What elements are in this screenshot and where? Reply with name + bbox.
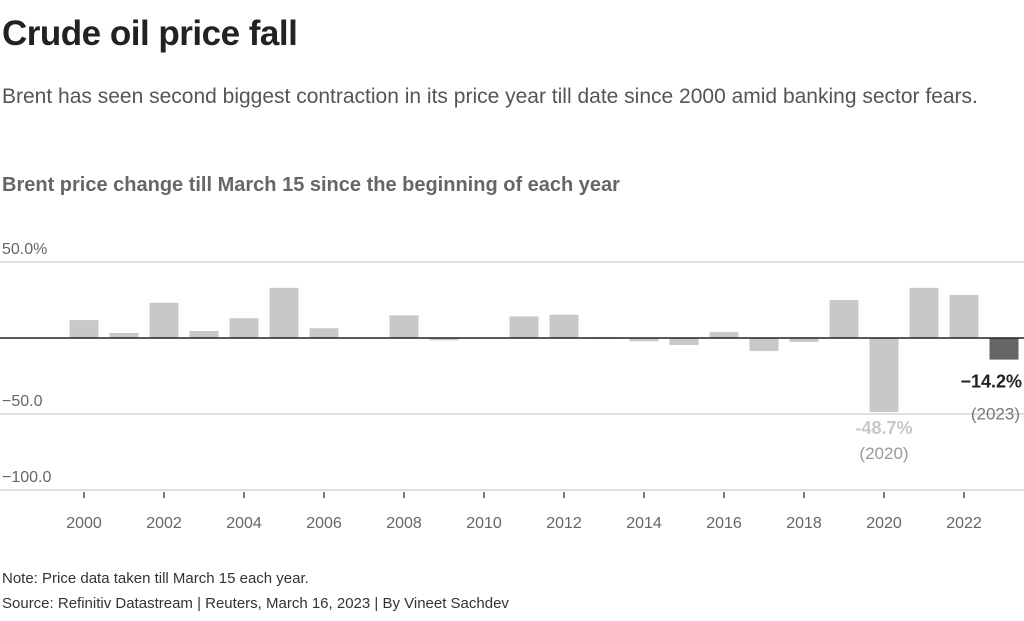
x-tick-label: 2002 <box>146 515 182 532</box>
chart-title: Brent price change till March 15 since t… <box>2 174 620 196</box>
bar-2021 <box>909 287 939 338</box>
annotation-year-2020: (2020) <box>859 444 908 463</box>
x-tick-label: 2018 <box>786 515 822 532</box>
y-tick-label: −50.0 <box>2 393 43 410</box>
footer-note: Note: Price data taken till March 15 eac… <box>2 570 309 587</box>
annotations: −14.2% (2023) -48.7% (2020) <box>855 372 1022 463</box>
bar-2008 <box>389 315 419 338</box>
x-tick-label: 2014 <box>626 515 662 532</box>
bar-2022 <box>949 294 979 338</box>
bar-2017 <box>749 338 779 352</box>
bars <box>0 287 1024 413</box>
bar-2009 <box>429 338 459 341</box>
x-tick-label: 2012 <box>546 515 582 532</box>
bar-chart: 50.0% −50.0 −100.0 2000 2002 2004 2006 2008 201… <box>0 241 1024 532</box>
annotation-value-2023: −14.2% <box>960 372 1022 392</box>
bar-2015 <box>669 338 699 345</box>
gridlines: 50.0% −50.0 −100.0 <box>0 241 1024 491</box>
bar-2012 <box>549 314 579 338</box>
chart-headline: Crude oil price fall <box>2 14 298 53</box>
y-tick-label: −100.0 <box>2 469 51 486</box>
bar-2002 <box>149 302 179 338</box>
bar-2005 <box>269 287 299 338</box>
bar-2023 <box>989 338 1019 360</box>
x-tick-label: 2000 <box>66 515 102 532</box>
bar-2014 <box>629 338 659 342</box>
bar-2016 <box>709 332 739 338</box>
bar-2006 <box>309 328 339 338</box>
x-tick-label: 2006 <box>306 515 342 532</box>
annotation-value-2020: -48.7% <box>855 418 912 438</box>
footer-source: Source: Refinitiv Datastream | Reuters, … <box>2 595 509 612</box>
x-axis: 2000 2002 2004 2006 2008 2010 2012 2014 2016 2018… <box>66 492 982 532</box>
x-tick-label: 2004 <box>226 515 262 532</box>
chart-subtitle: Brent has seen second biggest contractio… <box>2 85 978 108</box>
annotation-year-2023: (2023) <box>971 405 1020 424</box>
bar-2000 <box>69 320 99 338</box>
x-tick-label: 2016 <box>706 515 742 532</box>
x-tick-label: 2022 <box>946 515 982 532</box>
x-tick-label: 2020 <box>866 515 902 532</box>
x-tick-label: 2008 <box>386 515 422 532</box>
bar-2003 <box>189 331 219 338</box>
x-tick-label: 2010 <box>466 515 502 532</box>
bar-2019 <box>829 300 859 338</box>
bar-2011 <box>509 316 539 338</box>
bar-2020 <box>869 338 899 413</box>
bar-2004 <box>229 318 259 338</box>
bar-2018 <box>789 338 819 342</box>
bar-2001 <box>109 332 139 338</box>
y-tick-label: 50.0% <box>2 241 47 258</box>
